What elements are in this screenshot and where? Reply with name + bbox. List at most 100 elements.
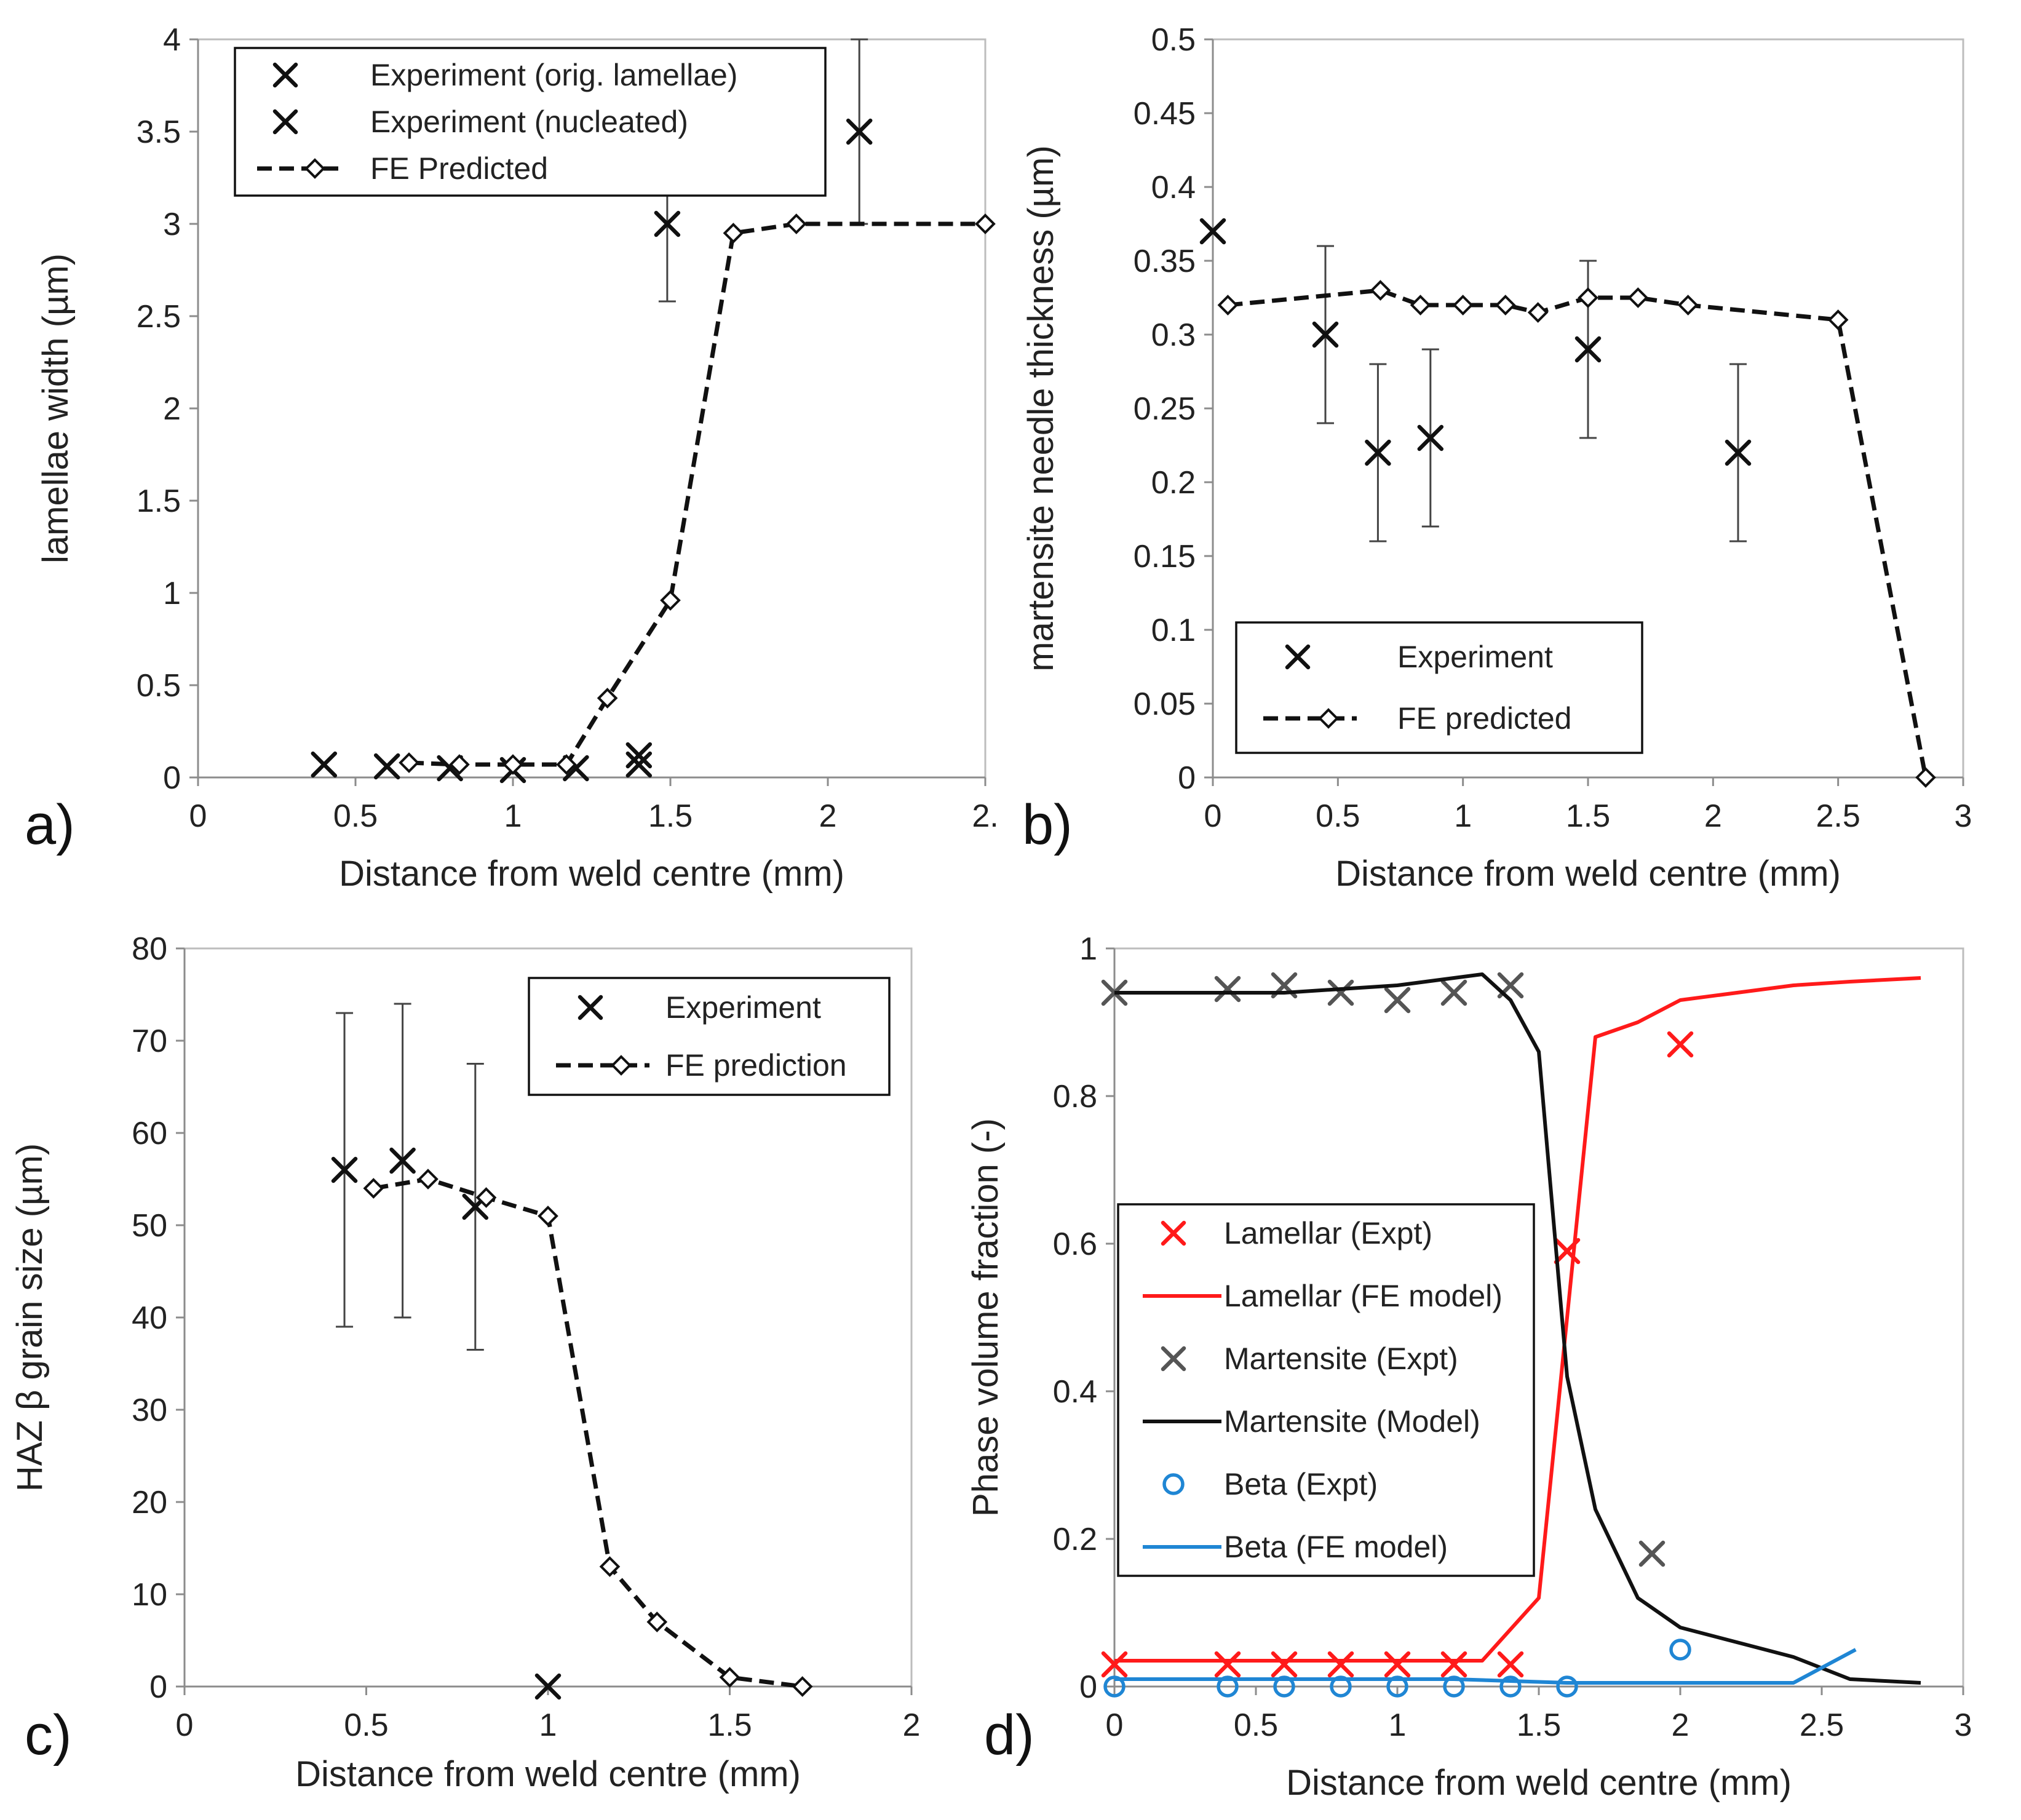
y-tick-label: 0.35 [1134,244,1196,279]
y-tick-label: 40 [132,1300,167,1336]
legend-label-martensite-model: Martensite (Model) [1224,1404,1480,1439]
legend: Experiment FE prediction [528,977,891,1096]
experiment-nucleated-point [654,210,681,237]
experiment-point [1312,321,1339,348]
y-tick-label: 1.5 [137,483,181,519]
y-tick-label: 80 [132,931,167,967]
y-tick-label: 1 [1079,931,1097,967]
x-axis-label: Distance from weld centre (mm) [1286,1763,1792,1803]
x-axis-label: Distance from weld centre (mm) [295,1754,801,1794]
experiment-orig-lamellae-point [373,753,400,780]
x-tick-label: 1 [1389,1707,1407,1743]
experiment-point [1365,439,1391,466]
fe-predicted-point [597,688,618,709]
lamellar-expt-point [1440,1651,1467,1678]
x-tick-label: 1 [504,798,522,834]
experiment-point [1199,218,1226,245]
fe-predicted-point [502,754,523,775]
x-tick-label: 2 [903,1707,921,1743]
experiment-point [331,1156,358,1183]
beta-fe-model-line [1114,1648,1857,1685]
martensite-expt-point [1440,979,1467,1006]
experiment-nucleated-point [846,118,873,145]
y-tick-label: 0.2 [1151,465,1196,501]
fe-prediction-point [538,1206,558,1226]
x-tick-label: 0 [1204,798,1222,834]
x-tick-label: 1.5 [648,798,693,834]
legend-marker-experiment-nucleated [272,109,298,135]
x-tick-label: 0.5 [1316,798,1360,834]
legend-box [1117,1203,1535,1577]
lamellar-expt-point [1214,1651,1241,1678]
y-tick-label: 4 [163,22,181,58]
fe-prediction-point [599,1556,621,1577]
y-tick-label: 0.45 [1134,96,1196,132]
martensite-expt-point [1214,976,1241,1003]
experiment-orig-lamellae-point [311,751,338,778]
lamellar-fe-model-line [1114,976,1921,1663]
experiment-orig-lamellae-point [625,751,653,778]
y-tick-label: 50 [132,1208,167,1244]
fe-predicted-point [975,213,996,234]
lamellar-expt-point [1327,1651,1354,1678]
x-tick-label: 0 [189,798,207,834]
y-tick-label: 0 [1079,1669,1097,1705]
experiment-nucleated-point [625,742,653,769]
fe-predicted-point [1578,287,1598,308]
fe-predicted-point [399,752,419,773]
legend: Experiment FE predicted [1235,621,1643,754]
panel-a: 0 0.5 1 1.5 2 2. 0 0.5 1 1.5 2 2.5 3 3.5 4 Distance fro… [25,22,999,894]
panel-label: b) [1022,793,1073,856]
fe-prediction-point [418,1169,439,1190]
x-tick-label: 0 [176,1707,194,1743]
legend-label-experiment: Experiment [1397,640,1553,674]
x-tick-label: 1.5 [707,1707,752,1743]
panel-label: c) [25,1704,72,1766]
y-tick-label: 0.05 [1134,686,1196,722]
x-tick-label: 2 [1672,1707,1689,1743]
y-tick-label: 0.15 [1134,539,1196,574]
y-tick-label: 0.6 [1053,1226,1097,1262]
experiment-point [1725,439,1752,466]
fe-predicted-point [1495,295,1516,316]
legend: Lamellar (Expt) Lamellar (FE model) Marten… [1117,1203,1535,1577]
y-tick-label: 0.8 [1053,1079,1097,1115]
legend-label-experiment-orig-lamellae: Experiment (orig. lamellae) [370,58,737,92]
legend-box [234,47,827,197]
y-axis-label: HAZ β grain size (µm) [10,1143,50,1492]
y-tick-label: 0.5 [137,668,181,704]
legend-label-fe-predicted: FE Predicted [370,151,548,186]
x-axis-label: Distance from weld centre (mm) [339,854,844,894]
x-tick-label: 2.5 [1816,798,1860,834]
legend-label-fe-prediction: FE prediction [665,1048,847,1083]
legend-marker-martensite-expt [1161,1346,1186,1372]
x-tick-label: 3 [1955,798,1972,834]
fe-predicted-point [1410,295,1431,316]
y-tick-label: 3.5 [137,114,181,150]
legend: Experiment (orig. lamellae) Experiment (n… [234,47,827,197]
legend-label-lamellar-fe-model: Lamellar (FE model) [1224,1279,1503,1313]
fe-predicted-point [1677,295,1699,316]
y-tick-label: 10 [132,1577,167,1613]
x-tick-label: 0.5 [344,1707,388,1743]
fe-predicted-point [1827,309,1849,330]
beta-expt-point [1669,1639,1691,1661]
legend-marker-lamellar-expt [1161,1220,1186,1246]
x-tick-label: 1 [1454,798,1472,834]
y-tick-label: 0.3 [1151,317,1196,353]
martensite-model-line [1114,972,1921,1685]
y-tick-label: 1 [163,576,181,611]
fe-predicted-point [1217,295,1239,316]
martensite-expt-point [1384,987,1411,1014]
fe-predicted-point [1527,302,1549,323]
lamellar-expt-point [1497,1651,1524,1678]
experiment-point [1574,336,1602,363]
fe-predicted-line [408,221,985,767]
fe-predicted-point [1627,287,1649,308]
y-axis-label: lamellae width (µm) [36,253,76,563]
y-tick-label: 0.4 [1151,170,1196,205]
legend-label-beta-fe-model: Beta (FE model) [1224,1530,1448,1564]
y-axis-label: Phase volume fraction (-) [966,1118,1006,1517]
fe-prediction-point [475,1187,497,1208]
